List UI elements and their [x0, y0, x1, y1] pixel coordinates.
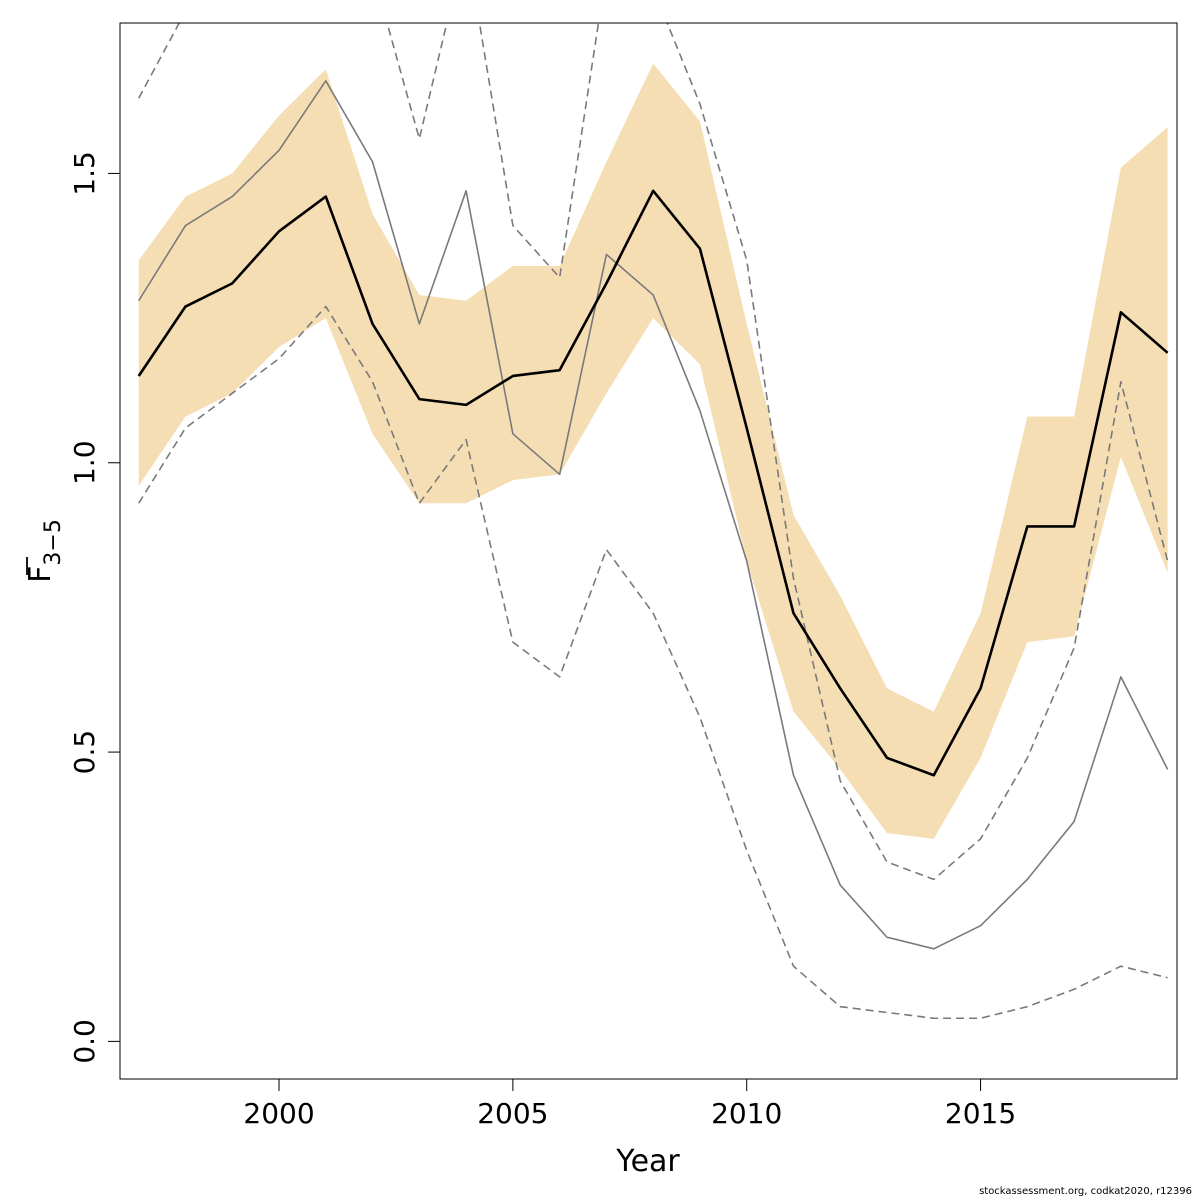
- y-tick-label-1: 0.5: [68, 730, 101, 775]
- previous-lower-line: [138, 305, 1168, 1020]
- y-tick-label-0: 0.0: [68, 1019, 101, 1064]
- previous-estimate-line: [138, 80, 1169, 950]
- y-axis-title-main: F: [23, 566, 58, 583]
- estimate-line: [137, 189, 1169, 777]
- x-tick-label-2005: 2005: [477, 1097, 548, 1130]
- y-tick-label-3: 1.5: [68, 151, 101, 196]
- y-axis-title-sub: 3−5: [41, 519, 66, 565]
- x-tick-label-2015: 2015: [945, 1097, 1016, 1130]
- source-footnote: stockassessment.org, codkat2020, r12396: [979, 1186, 1192, 1197]
- y-axis: 0.0 0.5 1.0 1.5: [68, 151, 121, 1064]
- plot-area: [137, 23, 1169, 1020]
- confidence-band: [138, 63, 1168, 839]
- y-axis-title: F3−5: [23, 519, 66, 583]
- x-tick-label-2000: 2000: [243, 1097, 314, 1130]
- x-axis-title: Year: [615, 1144, 680, 1179]
- y-tick-label-2: 1.0: [68, 440, 101, 485]
- svg-text:F3−5: F3−5: [23, 519, 66, 583]
- x-tick-label-2010: 2010: [711, 1097, 782, 1130]
- x-axis: 2000 2005 2010 2015: [243, 1078, 1016, 1130]
